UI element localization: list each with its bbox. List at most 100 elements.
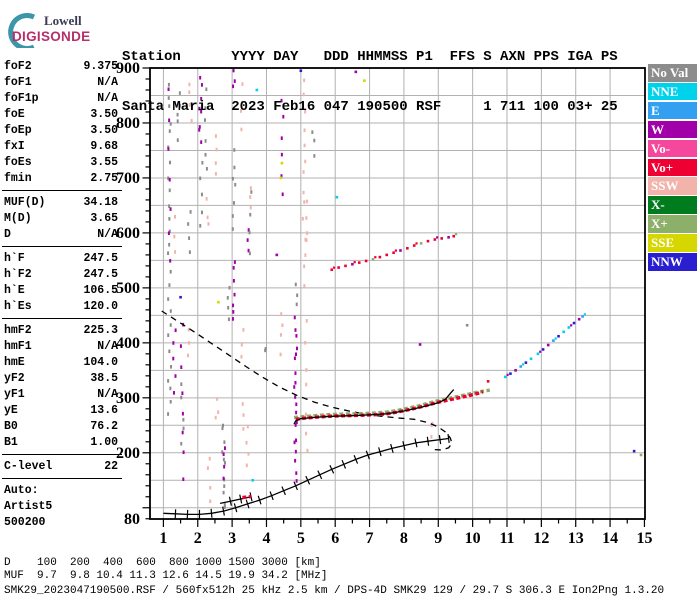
legend-item-ssw: SSW xyxy=(648,177,697,195)
param-value: 3.55 xyxy=(90,156,118,169)
x-axis-label: 6 xyxy=(331,530,339,547)
param-row-hmf1: hmF1 N/A xyxy=(4,340,118,353)
param-label: foEs xyxy=(4,156,32,169)
autoscaling-info-line: Auto: xyxy=(4,484,39,497)
logo-digisonde-text: DIGISONDE xyxy=(12,29,91,44)
param-row-foes: foEs 3.55 xyxy=(4,156,118,169)
x-axis-label: 2 xyxy=(194,530,202,547)
param-value: 38.5 xyxy=(90,372,118,385)
param-group-separator xyxy=(2,454,122,455)
param-row-yf1: yF1 N/A xyxy=(4,388,118,401)
legend-item-e: E xyxy=(648,101,697,120)
param-label: M(D) xyxy=(4,212,32,225)
param-label: D xyxy=(4,228,11,241)
param-label: fmin xyxy=(4,172,32,185)
param-label: hmF1 xyxy=(4,340,32,353)
param-group-separator xyxy=(2,318,122,319)
param-label: h`E xyxy=(4,284,25,297)
legend-item-w: W xyxy=(648,120,697,139)
param-row-he: h`E 106.5 xyxy=(4,284,118,297)
param-label: hmF2 xyxy=(4,324,32,337)
y-axis-label: 300 xyxy=(116,390,140,407)
param-group-separator xyxy=(2,246,122,247)
param-row-fof1: foF1 N/A xyxy=(4,76,118,89)
logo-arc-icon xyxy=(8,13,36,48)
x-axis-label: 11 xyxy=(499,530,514,547)
autoscaling-info-line: Artist5 xyxy=(4,500,53,513)
x-axis-label: 5 xyxy=(297,530,305,547)
param-row-hf: h`F 247.5 xyxy=(4,252,118,265)
param-value: N/A xyxy=(97,92,118,105)
x-axis-label: 10 xyxy=(465,530,481,547)
param-row-hme: hmE 104.0 xyxy=(4,356,118,369)
param-row-yf2: yF2 38.5 xyxy=(4,372,118,385)
param-value: 247.5 xyxy=(83,268,118,281)
param-value: 13.6 xyxy=(90,404,118,417)
legend-item-nnw: NNW xyxy=(648,253,697,271)
param-label: foE xyxy=(4,108,25,121)
param-value: 225.3 xyxy=(83,324,118,337)
file-info-line: SMK29_2023047190500.RSF / 560fx512h 25 k… xyxy=(4,585,665,597)
param-row-fof2: foF2 9.375 xyxy=(4,60,118,73)
param-group-separator xyxy=(2,190,122,191)
param-value: 106.5 xyxy=(83,284,118,297)
param-label: h`F2 xyxy=(4,268,32,281)
param-group-separator xyxy=(2,478,122,479)
param-label: foF1 xyxy=(4,76,32,89)
param-row-hmf2: hmF2 225.3 xyxy=(4,324,118,337)
param-row-fxi: fxI 9.68 xyxy=(4,140,118,153)
param-row-foe: foE 3.50 xyxy=(4,108,118,121)
param-label: yF2 xyxy=(4,372,25,385)
lowell-digisonde-logo: Lowell DIGISONDE xyxy=(4,4,120,48)
y-axis-label: 80 xyxy=(124,511,140,528)
header-station-values: Santa Maria 2023 Feb16 047 190500 RSF 1 … xyxy=(122,98,618,115)
logo-lowell-text: Lowell xyxy=(44,13,82,28)
param-value: 9.375 xyxy=(83,60,118,73)
legend-item-vo-: Vo- xyxy=(648,139,697,158)
param-label: yE xyxy=(4,404,18,417)
param-row-foep: foEp 3.50 xyxy=(4,124,118,137)
param-label: foF1p xyxy=(4,92,39,105)
param-value: 120.0 xyxy=(83,300,118,313)
param-row-fmin: fmin 2.75 xyxy=(4,172,118,185)
muf-table-d-row: D 100 200 400 600 800 1000 1500 3000 [km… xyxy=(4,557,321,569)
x-axis-label: 8 xyxy=(400,530,408,547)
y-axis-label: 400 xyxy=(116,335,140,352)
trace-muf-transmission-curve xyxy=(161,310,453,451)
y-axis-label: 800 xyxy=(116,115,140,132)
param-value: 34.18 xyxy=(83,196,118,209)
param-label: MUF(D) xyxy=(4,196,46,209)
x-axis-label: 12 xyxy=(533,530,549,547)
trace-f-trace-fit xyxy=(293,389,455,425)
y-axis-label: 500 xyxy=(116,280,140,297)
x-axis-label: 9 xyxy=(434,530,442,547)
param-value: 3.50 xyxy=(90,108,118,121)
y-axis-label: 700 xyxy=(116,170,140,187)
param-value: 22 xyxy=(104,460,118,473)
station-header: Station YYYY DAY DDD HHMMSS P1 FFS S AXN… xyxy=(122,16,618,132)
param-label: yF1 xyxy=(4,388,25,401)
param-row-d: D N/A xyxy=(4,228,118,241)
legend-item-x-: X- xyxy=(648,196,697,214)
param-row-md: M(D) 3.65 xyxy=(4,212,118,225)
legend-item-vo+: Vo+ xyxy=(648,158,697,176)
x-axis-label: 3 xyxy=(228,530,236,547)
param-row-clevel: C-level 22 xyxy=(4,460,118,473)
param-row-mufd: MUF(D) 34.18 xyxy=(4,196,118,209)
muf-table-muf-row: MUF 9.7 9.8 10.4 11.3 12.6 14.5 19.9 34.… xyxy=(4,570,328,582)
y-axis-label: 900 xyxy=(116,60,140,77)
plot-frame xyxy=(149,67,646,520)
param-value: N/A xyxy=(97,340,118,353)
param-value: 3.50 xyxy=(90,124,118,137)
x-axis-label: 13 xyxy=(568,530,584,547)
param-row-b1: B1 1.00 xyxy=(4,436,118,449)
param-row-fof1p: foF1p N/A xyxy=(4,92,118,105)
param-row-b0: B0 76.2 xyxy=(4,420,118,433)
param-value: 9.68 xyxy=(90,140,118,153)
param-label: foEp xyxy=(4,124,32,137)
param-label: B0 xyxy=(4,420,18,433)
trace-es-trace-o xyxy=(242,494,252,500)
param-label: C-level xyxy=(4,460,53,473)
